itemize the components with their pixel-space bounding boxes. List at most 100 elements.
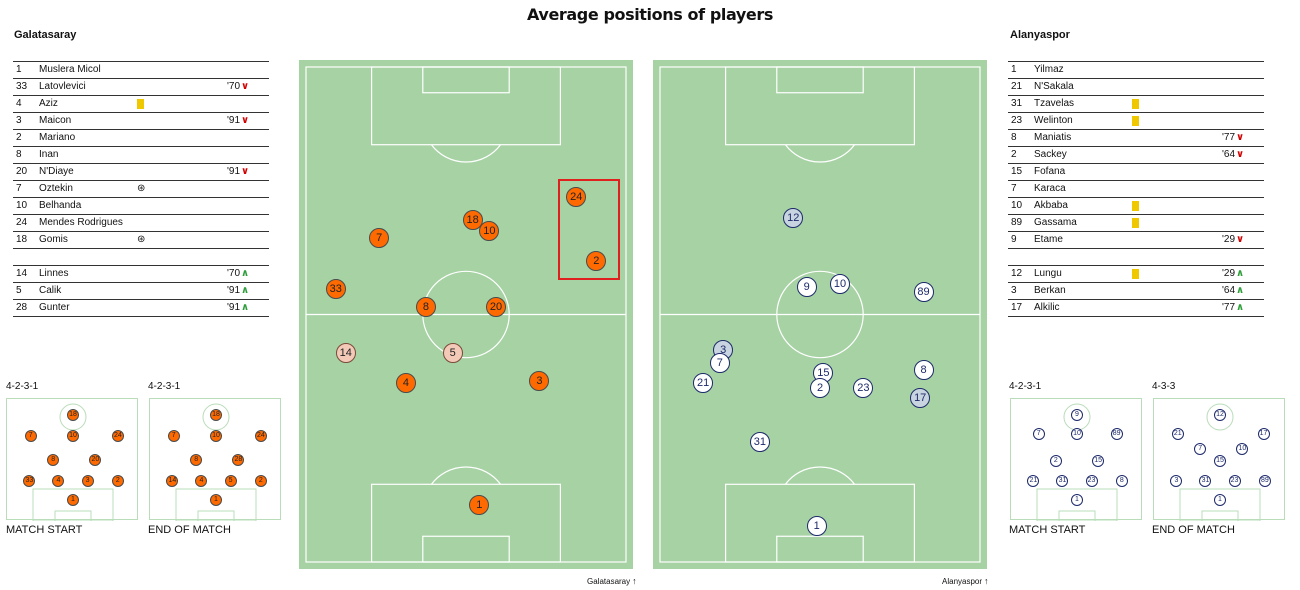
pitch-lines: [659, 66, 981, 563]
player-row: 1 Yilmaz: [1008, 62, 1264, 79]
home-end-caption: END OF MATCH: [148, 524, 231, 536]
player-number-marker: 20: [486, 296, 507, 317]
player-row: 7 Oztekin ⊛: [13, 181, 269, 198]
away-team-name: Alanyaspor: [1010, 29, 1070, 41]
player-number-marker: 20: [89, 454, 102, 466]
home-start-formation-pitch: 18 7 10 24 8 20 33 4 3 2 1: [6, 398, 138, 521]
player-number-marker: 14: [166, 474, 179, 487]
substitution-time: '64∨: [1222, 147, 1244, 163]
player-number: 2: [16, 132, 22, 143]
player-number: 10: [1011, 200, 1023, 211]
away-pitch-label-text: Alanyaspor: [942, 577, 983, 586]
player-name: N'Sakala: [1034, 81, 1074, 92]
sub-out-arrow-icon: ∨: [1236, 149, 1245, 160]
substitution-time: '70∧: [227, 266, 249, 282]
player-row: 2 Mariano: [13, 130, 269, 147]
player-number: 20: [16, 166, 28, 177]
substitution-minute: '70: [227, 268, 241, 279]
player-number-marker: 18: [67, 408, 79, 421]
player-number-marker: 4: [52, 474, 65, 487]
player-number-marker: 21: [1171, 428, 1184, 441]
player-number-marker: 10: [67, 429, 79, 442]
player-number-marker: 89: [1110, 428, 1123, 441]
player-number-marker: 10: [479, 220, 500, 241]
substitution-minute: '70: [227, 81, 241, 92]
home-team-name: Galatasaray: [14, 29, 77, 41]
player-name: Welinton: [1034, 115, 1073, 126]
player-number: 10: [16, 200, 28, 211]
player-row: 21 N'Sakala: [1008, 79, 1264, 96]
player-number-marker: 18: [210, 408, 222, 421]
page-title: Average positions of players: [527, 5, 773, 24]
player-number-marker: 23: [1228, 474, 1241, 487]
player-number: 33: [16, 81, 28, 92]
player-number: 23: [1011, 115, 1023, 126]
player-row: 23 Welinton: [1008, 113, 1264, 130]
player-name: Alkilic: [1034, 302, 1060, 313]
substitution-time: '29∧: [1222, 266, 1244, 282]
sub-out-arrow-icon: ∨: [241, 166, 250, 177]
player-number-marker: 24: [254, 429, 267, 442]
player-name: Karaca: [1034, 183, 1066, 194]
player-number: 12: [1011, 268, 1023, 279]
player-name: Gomis: [39, 234, 68, 245]
player-number-marker: 12: [783, 207, 804, 228]
player-number-marker: 23: [1085, 474, 1098, 487]
player-name: Oztekin: [39, 183, 73, 194]
sub-out-arrow-icon: ∨: [241, 115, 250, 126]
player-number-marker: 33: [23, 474, 36, 487]
player-row: 4 Aziz: [13, 96, 269, 113]
player-name: Etame: [1034, 234, 1063, 245]
player-number-marker: 17: [1257, 428, 1270, 441]
away-end-formation-pitch: 12 21 17 7 10 15 3 31 23 89 1: [1153, 398, 1285, 521]
player-row: 2 Sackey '64∨: [1008, 147, 1264, 164]
home-start-formation: 4-2-3-1: [6, 381, 39, 392]
away-start-formation: 4-2-3-1: [1009, 381, 1042, 392]
player-number-marker: 15: [1214, 455, 1226, 468]
sub-out-arrow-icon: ∨: [1236, 234, 1245, 245]
player-name: Lungu: [1034, 268, 1062, 279]
player-number-marker: 24: [566, 187, 587, 208]
player-number-marker: 1: [469, 495, 490, 516]
player-name: Tzavelas: [1034, 98, 1075, 109]
away-start-caption: MATCH START: [1009, 524, 1086, 536]
sub-out-arrow-icon: ∨: [1236, 132, 1245, 143]
away-average-positions-pitch: 12 9 10 89 3 7 21 15 2 23 8 17 31 1: [653, 60, 987, 569]
player-row: 3 Berkan '64∧: [1008, 283, 1264, 300]
sub-in-arrow-icon: ∧: [241, 268, 250, 279]
player-number-marker: 3: [1170, 474, 1183, 487]
player-row: 17 Alkilic '77∧: [1008, 300, 1264, 317]
yellow-card-icon: [137, 99, 144, 109]
sub-in-arrow-icon: ∧: [1236, 302, 1245, 313]
sub-in-arrow-icon: ∧: [241, 285, 250, 296]
player-name: Linnes: [39, 268, 69, 279]
player-number-marker: 31: [1056, 474, 1069, 487]
player-number-marker: 1: [210, 494, 222, 507]
player-name: Aziz: [39, 98, 58, 109]
substitution-minute: '91: [227, 166, 241, 177]
player-number-marker: 33: [325, 279, 346, 300]
player-number: 9: [1011, 234, 1017, 245]
home-end-formation-pitch: 18 7 10 24 8 28 14 4 5 2 1: [149, 398, 281, 521]
player-number: 14: [16, 268, 28, 279]
player-name: Fofana: [1034, 166, 1066, 177]
player-row: 12 Lungu '29∧: [1008, 266, 1264, 283]
player-number: 7: [1011, 183, 1017, 194]
arrow-up-icon: ↑: [984, 576, 989, 586]
substitution-time: '91∧: [227, 300, 249, 316]
substitution-time: '70∨: [227, 79, 249, 95]
player-number-marker: 89: [1258, 474, 1271, 487]
player-row: 7 Karaca: [1008, 181, 1264, 198]
player-number-marker: 9: [1071, 408, 1083, 421]
home-end-formation: 4-2-3-1: [148, 381, 181, 392]
yellow-card-icon: [1132, 201, 1139, 211]
player-row: 14 Linnes '70∧: [13, 266, 269, 283]
player-number-marker: 31: [749, 431, 770, 452]
player-number-marker: 31: [1199, 474, 1212, 487]
player-number: 3: [16, 115, 22, 126]
player-number-marker: 1: [1214, 494, 1226, 507]
substitution-minute: '29: [1222, 268, 1236, 279]
substitution-minute: '77: [1222, 132, 1236, 143]
player-row: 1 Muslera Micol: [13, 62, 269, 79]
arrow-up-icon: ↑: [632, 576, 637, 586]
